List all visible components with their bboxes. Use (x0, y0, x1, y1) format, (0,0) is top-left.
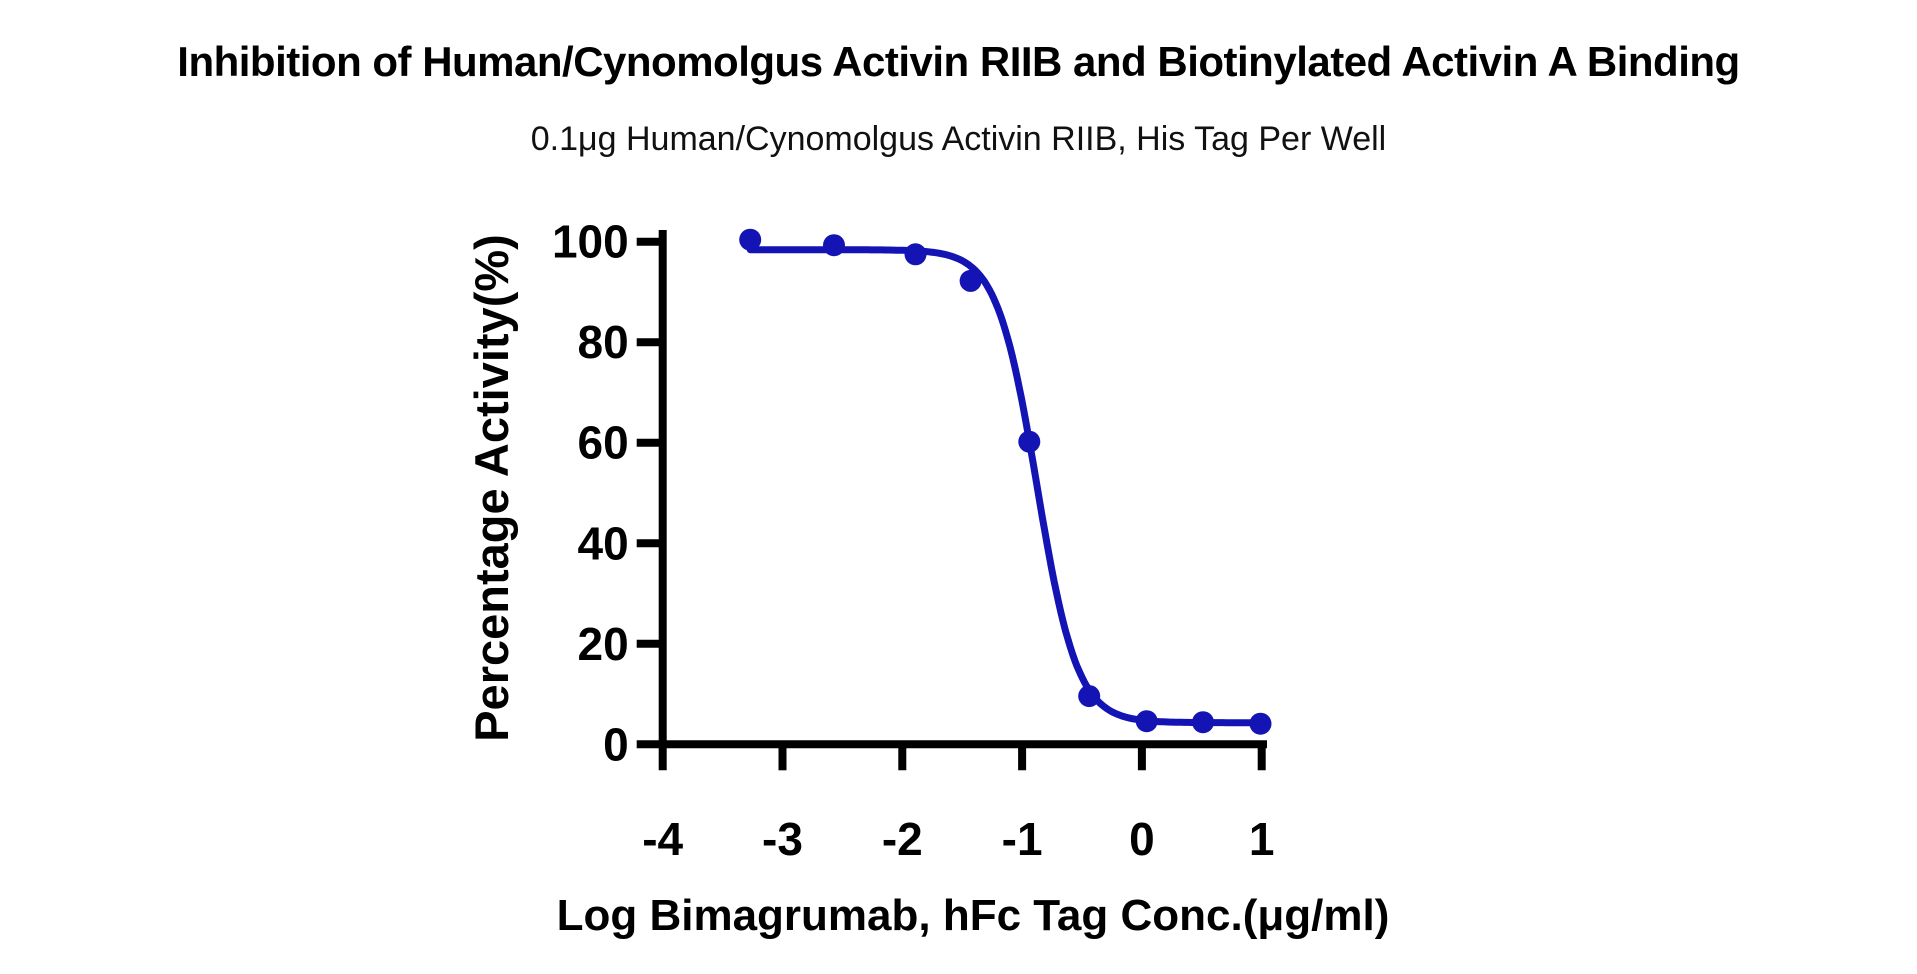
data-point (904, 243, 927, 266)
data-point (1135, 710, 1158, 733)
y-tick-label: 0 (603, 718, 629, 770)
data-point (1078, 685, 1101, 708)
x-tick-label: 0 (1129, 813, 1155, 865)
y-tick-label: 40 (578, 517, 629, 569)
chart-title: Inhibition of Human/Cynomolgus Activin R… (177, 38, 1740, 85)
y-tick-label: 20 (578, 618, 629, 670)
x-axis-title: Log Bimagrumab, hFc Tag Conc.(μg/ml) (557, 891, 1390, 940)
data-point (1018, 430, 1041, 453)
series-layer (739, 228, 1272, 735)
data-point (739, 228, 762, 251)
axis-spines (658, 230, 1267, 749)
chart-subtitle: 0.1μg Human/Cynomolgus Activin RIIB, His… (530, 120, 1387, 158)
y-axis-title: Percentage Activity(%) (465, 234, 518, 742)
x-tick-label: 1 (1249, 813, 1275, 865)
x-tick-label: -2 (882, 813, 923, 865)
data-point (959, 269, 982, 292)
x-tick-label: -1 (1002, 813, 1043, 865)
y-tick-label: 100 (552, 216, 629, 268)
data-point (823, 234, 845, 257)
x-tick-label: -4 (642, 813, 683, 865)
y-tick-label: 80 (578, 316, 629, 368)
x-tick-label: -3 (762, 813, 803, 865)
y-tick-label: 60 (578, 417, 629, 469)
data-point (1249, 712, 1272, 735)
fit-curve (746, 246, 1264, 727)
data-point (1192, 711, 1214, 734)
